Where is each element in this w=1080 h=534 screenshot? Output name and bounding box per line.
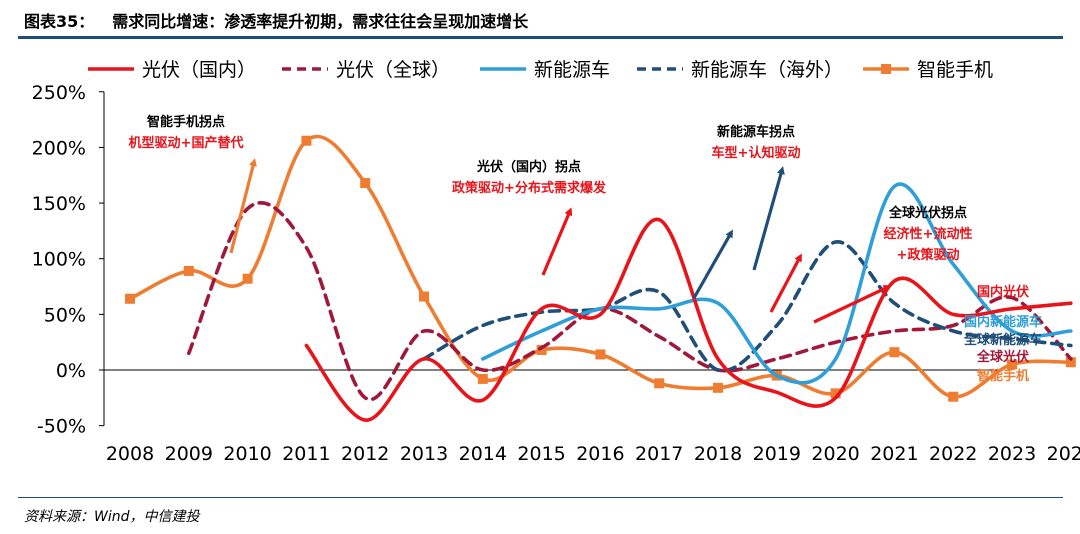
x-tick-label: 2011 <box>282 443 330 465</box>
data-point-marker <box>242 273 253 284</box>
annotation-detail: 机型驱动+国产替代 <box>129 135 244 151</box>
series-line <box>187 201 1073 402</box>
data-point-marker <box>654 378 665 389</box>
x-tick-label: 2018 <box>694 443 742 465</box>
title-rule <box>18 36 1063 39</box>
series-end-label: 国内新能源车 <box>964 314 1042 330</box>
data-point-marker <box>713 382 723 393</box>
footer-rule <box>18 497 1063 498</box>
x-tick-label: 2008 <box>106 443 154 465</box>
series-line <box>304 217 1073 422</box>
y-tick-label: 250% <box>32 82 86 104</box>
data-point-marker <box>1007 359 1017 370</box>
data-point-marker <box>948 391 959 402</box>
series-end-label: 智能手机 <box>977 368 1029 384</box>
annotation-detail: 经济性+流动性 <box>884 226 973 242</box>
legend-label: 新能源车 <box>534 59 610 81</box>
annotation-title: 光伏（国内）拐点 <box>476 159 581 175</box>
x-tick-label: 2014 <box>459 443 507 465</box>
x-tick-label: 2017 <box>635 443 683 465</box>
x-tick-label: 2015 <box>517 443 565 465</box>
data-point-marker <box>595 349 606 360</box>
legend-marker <box>881 64 891 74</box>
legend-label: 新能源车（海外） <box>691 59 843 81</box>
legend-label: 光伏（全球） <box>336 59 450 81</box>
data-point-marker <box>360 178 371 189</box>
chart-axes: 250% 200% 150% 100% 50% 0% -50% 2008 2009 2010 201… <box>32 82 1080 465</box>
data-point-marker <box>536 344 547 355</box>
x-tick-label: 2022 <box>929 443 977 465</box>
trend-arrow <box>692 229 733 299</box>
trend-arrow <box>229 158 257 254</box>
annotation-title: 智能手机拐点 <box>147 114 225 130</box>
data-point-marker <box>301 135 312 146</box>
y-tick-label: 100% <box>32 249 86 271</box>
trend-arrow <box>813 285 892 324</box>
data-point-marker <box>477 373 488 384</box>
x-tick-label: 2010 <box>223 443 271 465</box>
figure-title-text: 需求同比增速：渗透率提升初期，需求往往会呈现加速增长 <box>112 12 529 31</box>
chart-legend: 光伏（国内） 光伏（全球） 新能源车 新能源车（海外） 智能手机 <box>88 59 993 81</box>
series-end-label: 全球光伏 <box>976 349 1029 365</box>
series-line <box>422 240 1073 373</box>
x-tick-label: 2023 <box>988 443 1036 465</box>
source-note: 资料来源：Wind，中信建投 <box>24 509 200 525</box>
annotation-title: 新能源车拐点 <box>717 124 795 140</box>
y-tick-label: 50% <box>44 304 86 326</box>
x-tick-label: 2024 <box>1047 443 1080 465</box>
x-tick-label: 2013 <box>400 443 448 465</box>
x-tick-label: 2020 <box>811 443 859 465</box>
figure-title: 图表35： 需求同比增速：渗透率提升初期，需求往往会呈现加速增长 <box>24 8 528 32</box>
y-tick-label: -50% <box>37 416 86 438</box>
chart-series <box>125 134 1076 422</box>
x-tick-label: 2019 <box>753 443 801 465</box>
series-end-label: 全球新能源车 <box>963 332 1042 348</box>
trend-arrows <box>229 158 892 324</box>
x-tick-label: 2016 <box>576 443 624 465</box>
figure-number: 图表35： <box>24 12 95 31</box>
x-tick-label: 2021 <box>870 443 918 465</box>
x-tick-label: 2012 <box>341 443 389 465</box>
data-point-marker <box>183 265 194 276</box>
series-end-label: 国内光伏 <box>977 284 1029 300</box>
trend-arrow <box>769 253 802 313</box>
legend-label: 智能手机 <box>917 59 993 81</box>
x-tick-label: 2009 <box>165 443 213 465</box>
series-line <box>128 134 1073 399</box>
annotation-detail: +政策驱动 <box>897 247 960 263</box>
legend-label: 光伏（国内） <box>142 59 256 81</box>
annotation-title: 全球光伏拐点 <box>888 205 967 221</box>
series-line <box>481 182 1073 385</box>
annotation-detail: 车型+认知驱动 <box>712 145 801 161</box>
data-point-marker <box>830 388 841 399</box>
data-point-marker <box>125 293 135 304</box>
annotation-detail: 政策驱动+分布式需求爆发 <box>452 180 607 196</box>
data-point-marker <box>889 347 900 358</box>
data-point-marker <box>1065 357 1076 368</box>
trend-arrow <box>752 166 785 271</box>
data-point-marker <box>419 291 429 302</box>
trend-arrow <box>541 207 573 276</box>
y-tick-label: 200% <box>32 137 86 159</box>
y-tick-label: 150% <box>32 193 86 215</box>
y-tick-label: 0% <box>56 360 86 382</box>
